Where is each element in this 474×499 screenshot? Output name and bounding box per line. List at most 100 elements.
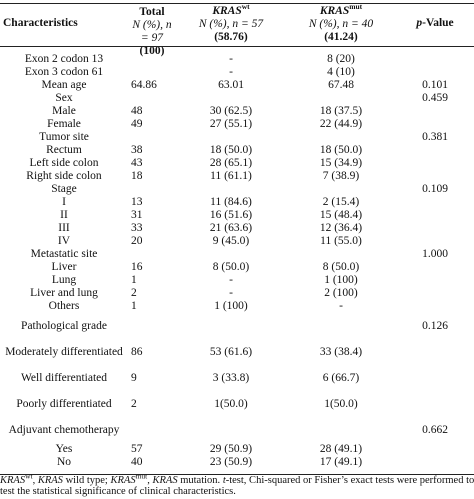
p-value-cell <box>396 53 474 66</box>
table-row: Stage 0.109 <box>0 183 474 196</box>
total-cell: 13 <box>131 196 143 208</box>
total-cell: 49 <box>131 118 143 130</box>
total-cell: 38 <box>131 144 143 156</box>
row-label: No <box>56 456 72 468</box>
kras-mut-cell: 18 (50.0) <box>319 144 363 156</box>
footnote-line-1: KRASwt, KRAS wild type; KRASmut, KRAS mu… <box>0 471 474 486</box>
p-value-cell <box>396 456 474 469</box>
row-label: Exon 2 codon 13 <box>24 53 104 65</box>
row-label: III <box>58 222 70 234</box>
row-label: Mean age <box>41 79 87 91</box>
total-cell <box>128 131 176 144</box>
row-label: II <box>60 209 68 221</box>
total-cell: 1 <box>131 274 137 286</box>
table-row: Mean age 64.86 63.01 67.48 0.101 <box>0 79 474 92</box>
total-cell: 33 <box>131 222 143 234</box>
total-cell: 18 <box>131 170 143 182</box>
total-cell: 9 <box>131 371 137 384</box>
kras-mut-cell: 4 (10) <box>327 66 355 78</box>
kras-wt-cell: 53 (61.6) <box>209 345 253 358</box>
total-cell: 43 <box>131 157 143 169</box>
table-row: Female 49 27 (55.1) 22 (44.9) <box>0 118 474 131</box>
row-label: I <box>62 196 66 208</box>
kras-wt-cell: 27 (55.1) <box>209 118 253 130</box>
kras-wt-cell: 18 (50.0) <box>209 144 253 156</box>
total-cell: 2 <box>131 397 137 410</box>
p-value-cell <box>396 170 474 183</box>
kras-mut-cell: 8 (50.0) <box>322 261 360 273</box>
kras-wt-cell: - <box>229 66 233 78</box>
bottom-rule <box>0 474 474 475</box>
p-value-cell: 1.000 <box>422 248 448 260</box>
row-label: Yes <box>55 443 73 455</box>
row-label: Right side colon <box>26 170 102 182</box>
table-row: Exon 2 codon 13 - 8 (20) <box>0 53 474 66</box>
kras-wt-cell: 63.01 <box>218 79 244 91</box>
table-row: Yes 57 29 (50.9) 28 (49.1) <box>0 443 474 456</box>
kras-wt-cell: 28 (65.1) <box>209 157 253 169</box>
total-cell: 16 <box>131 261 143 273</box>
kras-mut-cell: 28 (49.1) <box>319 443 363 455</box>
p-value-cell: 0.126 <box>422 319 448 332</box>
total-cell <box>128 248 176 261</box>
kras-mut-cell: 22 (44.9) <box>319 118 363 130</box>
kras-wt-cell <box>176 248 286 261</box>
row-label: Liver and lung <box>30 287 98 299</box>
p-value-cell <box>396 274 474 287</box>
total-cell: 86 <box>131 345 143 358</box>
kras-wt-cell: - <box>229 274 233 286</box>
total-cell <box>128 53 176 66</box>
kras-mut-cell <box>286 131 396 144</box>
p-value-cell: 0.459 <box>422 92 448 104</box>
total-cell: 20 <box>131 235 143 247</box>
kras-wt-cell <box>176 417 286 443</box>
kras-wt-cell: - <box>229 287 233 299</box>
header-characteristics: Characteristics <box>3 17 78 29</box>
table-row: Metastatic site 1.000 <box>0 248 474 261</box>
p-value-cell <box>396 196 474 209</box>
data-table: Exon 2 codon 13 - 8 (20) Exon 3 codon 61 - 4 … <box>0 53 474 469</box>
table-row: Lung 1 - 1 (100) <box>0 274 474 287</box>
kras-wt-cell <box>176 131 286 144</box>
kras-wt-cell: 29 (50.9) <box>209 443 253 455</box>
kras-mut-cell: 8 (20) <box>327 53 355 65</box>
kras-mut-cell: 1 (100) <box>324 274 358 286</box>
table-row: Right side colon 18 11 (61.1) 7 (38.9) <box>0 170 474 183</box>
kras-wt-cell: - <box>229 53 233 65</box>
total-cell <box>128 183 176 196</box>
table-row: Others 1 1 (100) - <box>0 300 474 313</box>
row-label: IV <box>57 235 71 247</box>
row-label: Poorly differentiated <box>16 398 112 410</box>
table-row: III 33 21 (63.6) 12 (36.4) <box>0 222 474 235</box>
table-row: Tumor site 0.381 <box>0 131 474 144</box>
kras-wt-cell: 30 (62.5) <box>209 105 253 117</box>
total-cell: 1 <box>131 300 137 312</box>
table-row: Exon 3 codon 61 - 4 (10) <box>0 66 474 79</box>
kras-mut-cell: 33 (38.4) <box>319 345 363 358</box>
header-kras-mut: KRASmut N (%), n = 40 (41.24) <box>308 2 374 43</box>
kras-mut-cell: 12 (36.4) <box>319 222 363 234</box>
kras-mut-cell <box>286 248 396 261</box>
kras-mut-cell: 2 (15.4) <box>322 196 360 208</box>
table-row: Adjuvant chemotherapy 0.662 <box>0 417 474 443</box>
p-value-cell <box>396 365 474 391</box>
total-cell: 64.86 <box>131 79 157 91</box>
table-row: IV 20 9 (45.0) 11 (55.0) <box>0 235 474 248</box>
kras-wt-cell <box>176 313 286 339</box>
p-value-cell <box>396 235 474 248</box>
row-label: Lung <box>51 274 77 286</box>
row-label: Well differentiated <box>20 372 108 384</box>
kras-mut-cell <box>286 313 396 339</box>
kras-wt-cell: 9 (45.0) <box>212 235 250 247</box>
row-label: Rectum <box>46 144 82 156</box>
kras-wt-cell: 11 (61.1) <box>210 170 252 182</box>
row-label: Exon 3 codon 61 <box>24 66 104 78</box>
table-footnote: KRASwt, KRAS wild type; KRASmut, KRAS mu… <box>0 471 474 497</box>
p-value-cell <box>396 144 474 157</box>
kras-mut-cell: 67.48 <box>328 79 354 91</box>
p-value-cell <box>396 391 474 417</box>
p-value-cell <box>396 222 474 235</box>
p-value-cell: 0.101 <box>422 79 448 91</box>
table-row: Liver and lung 2 - 2 (100) <box>0 287 474 300</box>
